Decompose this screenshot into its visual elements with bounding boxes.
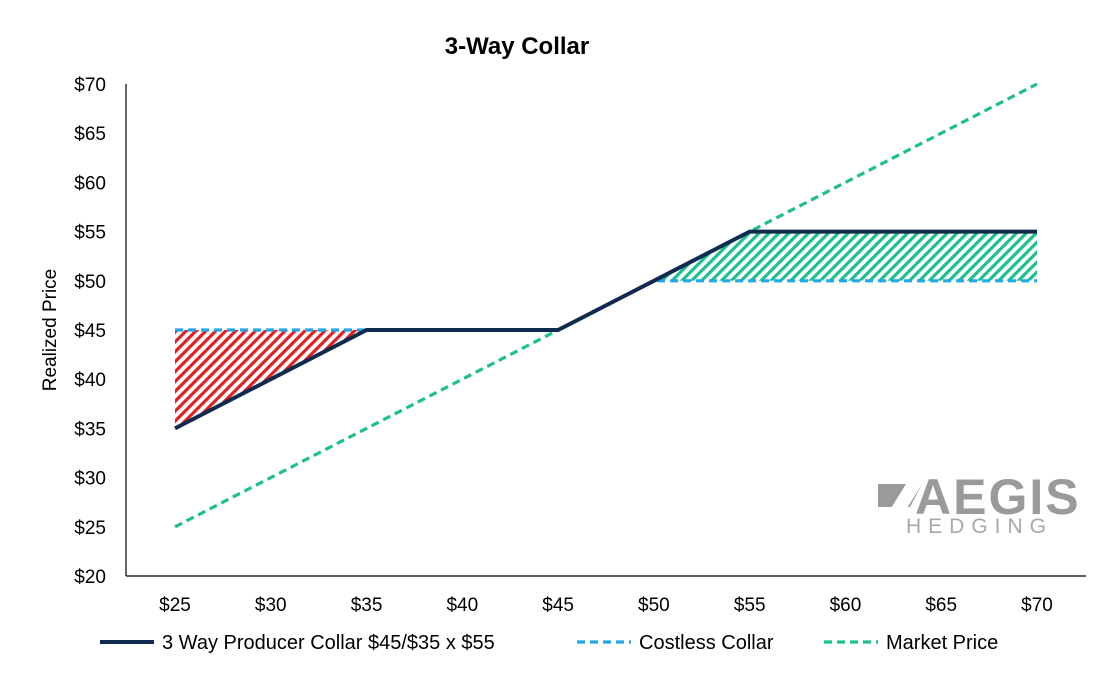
legend: 3 Way Producer Collar $45/$35 x $55 Costl… (100, 632, 998, 654)
x-tick-label: $25 (159, 595, 191, 616)
legend-item-3-way-producer-collar-45-35-x-55: 3 Way Producer Collar $45/$35 x $55 (100, 632, 495, 654)
y-tick-label: $45 (74, 321, 106, 342)
y-tick-label: $55 (74, 223, 106, 244)
y-tick-label: $70 (74, 75, 106, 96)
series-line-3-way-producer-collar-45-35-x-55 (174, 229, 1037, 431)
y-tick-label: $20 (74, 567, 106, 588)
axes (125, 84, 1086, 577)
legend-label: 3 Way Producer Collar $45/$35 x $55 (162, 632, 495, 654)
y-tick-label: $35 (74, 419, 106, 440)
aegis-hedging-logo: AEGIS HEDGING (878, 469, 1081, 538)
y-tick-label: $30 (74, 469, 106, 490)
x-tick-label: $35 (351, 595, 383, 616)
legend-item-market-price: Market Price (824, 632, 998, 654)
x-tick-label: $30 (255, 595, 287, 616)
chart-title: 3-Way Collar (445, 33, 589, 60)
y-tick-label: $25 (74, 518, 106, 539)
legend-label: Market Price (886, 632, 998, 654)
logo-main-text: AEGIS (915, 469, 1081, 525)
y-tick-label: $60 (74, 173, 106, 194)
legend-item-costless-collar: Costless Collar (577, 632, 774, 654)
y-tick-label: $65 (74, 124, 106, 145)
series-lines (174, 82, 1038, 529)
y-tick-label: $50 (74, 272, 106, 293)
x-tick-label: $65 (925, 595, 957, 616)
x-tick-label: $40 (446, 595, 478, 616)
x-tick-label: $55 (734, 595, 766, 616)
tick-labels: $25 $30 $35 $40 $45 $50 $55 $60 $65 $70 $20 $25 $30 $… (74, 75, 1053, 616)
shaded-regions (175, 231, 1037, 429)
logo-slash-gap-icon (888, 484, 922, 513)
x-tick-label: $60 (830, 595, 862, 616)
logo-sub-text: HEDGING (906, 515, 1053, 538)
x-tick-label: $50 (638, 595, 670, 616)
legend-label: Costless Collar (639, 632, 774, 654)
x-tick-label: $70 (1021, 595, 1053, 616)
shaded-region-2 (558, 231, 1037, 330)
y-tick-label: $40 (74, 370, 106, 391)
y-axis-title: Realized Price (40, 269, 61, 392)
x-tick-label: $45 (542, 595, 574, 616)
